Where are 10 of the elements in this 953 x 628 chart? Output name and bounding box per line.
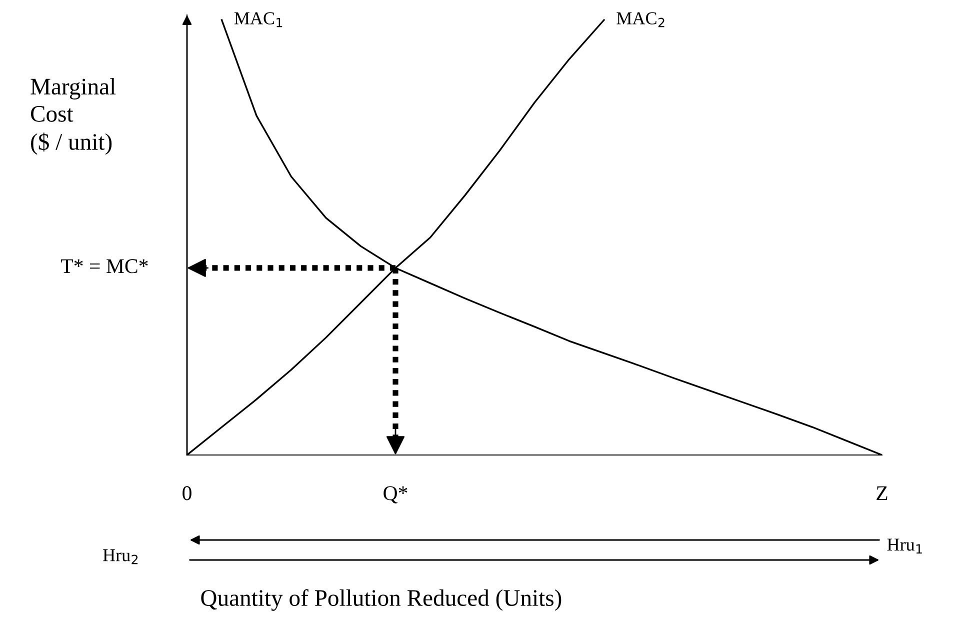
series-label: MAC$_{2}$ — [616, 12, 664, 28]
x-tick-label: Z — [876, 486, 888, 500]
series-label: MAC$_{1}$ — [234, 12, 282, 28]
text: Hru$_{2}$ — [103, 549, 138, 564]
x-axis-title: Quantity of Pollution Reduced (Units) — [201, 589, 562, 611]
x-tick-label: 0 — [182, 486, 192, 500]
text: Hru$_{1}$ — [887, 538, 922, 554]
y-axis-title: Marginal Cost ($ / unit) — [30, 78, 116, 155]
x-tick-label: Q* — [384, 486, 408, 504]
ref-line-label: T* = MC* — [61, 259, 148, 274]
